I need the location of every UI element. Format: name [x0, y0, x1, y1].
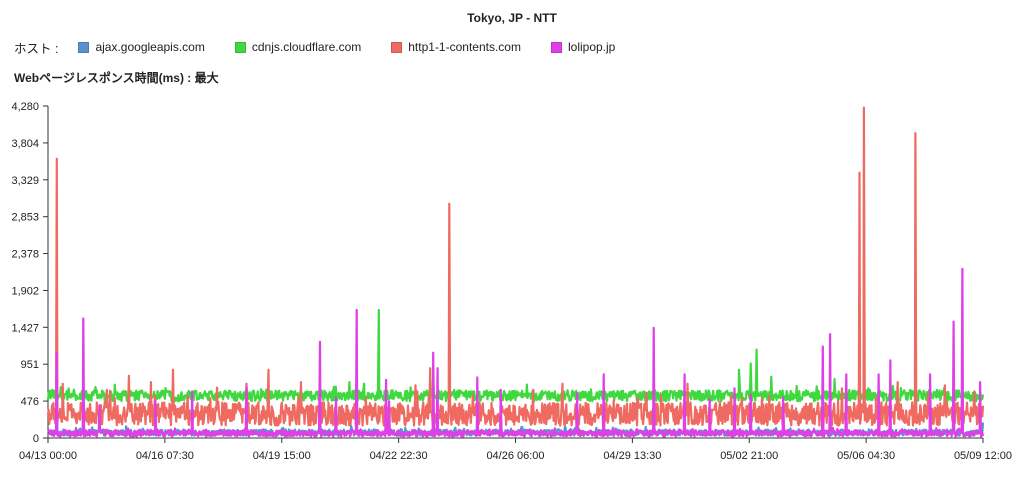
series-line-http1-1-contents-com: [46, 106, 985, 427]
series-line-lolipop-jp: [46, 267, 985, 438]
legend-item-cdnjs[interactable]: cdnjs.cloudflare.com: [234, 40, 362, 54]
x-tick-label: 04/19 15:00: [253, 450, 311, 462]
y-tick-label: 1,902: [11, 285, 39, 297]
legend-item-lolipop[interactable]: lolipop.jp: [550, 40, 616, 54]
x-tick-label: 04/16 07:30: [136, 450, 194, 462]
x-tick-label: 04/29 13:30: [603, 450, 661, 462]
chart-title: Tokyo, JP - NTT: [467, 11, 557, 25]
y-tick-label: 476: [21, 396, 39, 408]
x-tick-label: 04/22 22:30: [370, 450, 428, 462]
y-tick-label: 1,427: [11, 322, 39, 334]
y-tick-label: 0: [33, 433, 39, 445]
y-tick-label: 4,280: [11, 101, 39, 113]
x-tick-label: 04/13 00:00: [19, 450, 77, 462]
legend-text-http1: http1-1-contents.com: [408, 40, 521, 54]
y-axis-title: Webページレスポンス時間(ms) : 最大: [14, 71, 219, 85]
y-tick-label: 2,853: [11, 212, 39, 224]
legend-label: ホスト :: [14, 41, 59, 56]
legend-swatch-cdnjs: [234, 41, 246, 53]
x-tick-label: 05/06 04:30: [837, 450, 895, 462]
legend-text-cdnjs: cdnjs.cloudflare.com: [251, 40, 362, 54]
series-line-cdnjs-cloudflare-com: [46, 308, 985, 403]
legend-text-lolipop: lolipop.jp: [567, 40, 616, 54]
x-tick-label: 05/09 12:00: [954, 450, 1012, 462]
legend-swatch-ajax: [78, 41, 90, 53]
legend-text-ajax: ajax.googleapis.com: [95, 40, 205, 54]
legend-swatch-lolipop: [550, 41, 562, 53]
legend: ホスト : ajax.googleapis.com cdnjs.cloudfla…: [14, 38, 615, 56]
legend-swatch-http1: [391, 41, 403, 53]
legend-item-http1[interactable]: http1-1-contents.com: [391, 40, 521, 54]
x-tick-label: 05/02 21:00: [720, 450, 778, 462]
y-tick-label: 3,329: [11, 175, 39, 187]
legend-item-ajax[interactable]: ajax.googleapis.com: [78, 40, 205, 54]
y-tick-label: 951: [21, 359, 39, 371]
y-tick-label: 2,378: [11, 249, 39, 261]
y-tick-label: 3,804: [11, 138, 39, 150]
x-tick-label: 04/26 06:00: [486, 450, 544, 462]
